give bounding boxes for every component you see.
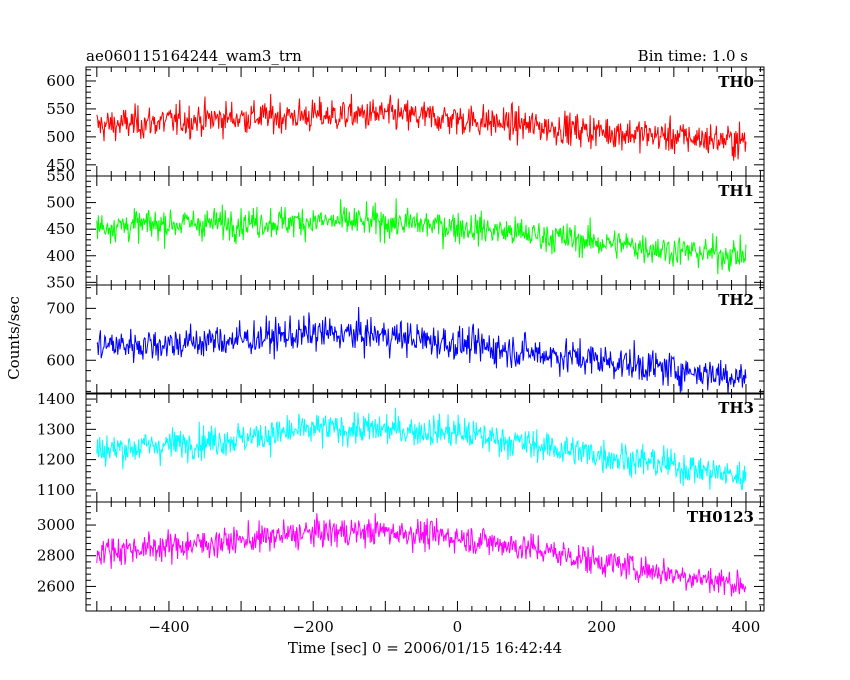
y-tick-label: 550: [46, 100, 75, 118]
series-line-th1: [96, 198, 747, 275]
y-tick-label: 1100: [37, 481, 75, 499]
bin-time-label: Bin time: 1.0 s: [638, 47, 748, 65]
series-label-th3: TH3: [718, 399, 754, 417]
y-tick-label: 500: [46, 128, 75, 146]
y-tick-label: 2800: [37, 547, 75, 565]
series-line-th3: [96, 407, 747, 491]
series-label-th1: TH1: [718, 182, 754, 200]
x-tick-label: −400: [148, 618, 189, 636]
y-tick-label: 400: [46, 247, 75, 265]
series-label-th0123: TH0123: [687, 508, 754, 526]
y-tick-label: 1300: [37, 420, 75, 438]
chart-title: ae060115164244_wam3_trn: [86, 47, 302, 65]
y-tick-label: 450: [46, 220, 75, 238]
panel-frame: [85, 175, 765, 286]
y-tick-label: 550: [46, 167, 75, 185]
series-label-th0: TH0: [718, 73, 754, 91]
y-tick-label: 450: [46, 156, 75, 174]
y-tick-label: 600: [46, 351, 75, 369]
y-tick-label: 500: [46, 194, 75, 212]
y-tick-label: 3000: [37, 516, 75, 534]
y-tick-label: 350: [46, 273, 75, 291]
series-line-th2: [96, 307, 747, 394]
x-tick-label: −200: [293, 618, 334, 636]
y-tick-label: 1200: [37, 451, 75, 469]
x-tick-label: 0: [453, 618, 463, 636]
y-tick-label: 2600: [37, 577, 75, 595]
panels: 450 500 550 600 TH0 350 400 450 500 550 TH1 600 700 T…: [37, 66, 765, 636]
series-line-th0: [96, 93, 747, 161]
series-line-th0123: [96, 513, 747, 597]
y-tick-label: 700: [46, 299, 75, 317]
x-tick-label: 200: [587, 618, 616, 636]
y-tick-label: 600: [46, 72, 75, 90]
y-tick-label: 1400: [37, 390, 75, 408]
x-axis-label: Time [sec] 0 = 2006/01/15 16:42:44: [288, 639, 562, 657]
y-axis-label: Counts/sec: [5, 296, 23, 380]
series-label-th2: TH2: [718, 291, 754, 309]
x-tick-label: 400: [732, 618, 761, 636]
panel-frame: [85, 501, 765, 612]
